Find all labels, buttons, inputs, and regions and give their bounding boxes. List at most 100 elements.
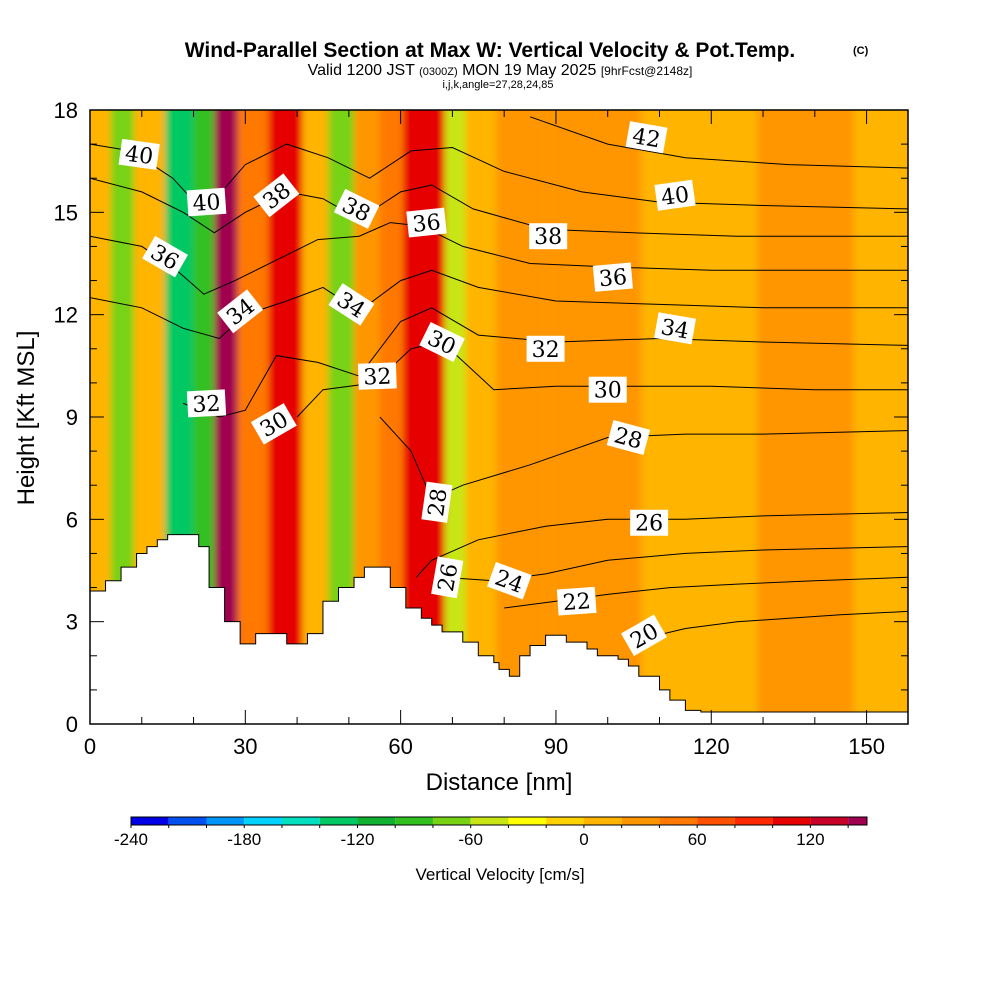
contour-label-box <box>406 207 447 238</box>
contour-label-box <box>630 509 669 536</box>
y-tick-label: 0 <box>66 712 78 737</box>
y-tick-label: 15 <box>54 200 78 225</box>
contour-label-box <box>588 376 627 403</box>
x-tick-label: 0 <box>84 734 96 759</box>
contour-label-box <box>186 187 227 217</box>
colorbar-swatch <box>357 817 396 825</box>
contour-label-text: 36 <box>411 210 441 238</box>
isentrope-40 <box>90 143 908 214</box>
contour-label-text: 34 <box>659 315 691 344</box>
colorbar-swatch <box>848 817 867 825</box>
subtitle-valid: Valid 1200 JST <box>308 62 416 79</box>
colorbar-swatch <box>470 817 509 825</box>
contour-label-text: 32 <box>363 365 392 391</box>
colorbar-swatch <box>697 817 735 825</box>
contour-label-box <box>421 481 453 523</box>
contour-label-text: 40 <box>123 142 154 171</box>
contour-label-box <box>654 312 696 345</box>
y-tick-label: 9 <box>66 405 78 430</box>
contour-label-22: 22 <box>556 586 597 616</box>
contour-label-box <box>529 223 568 250</box>
contour-label-box <box>487 562 532 600</box>
contour-label-text: 38 <box>534 225 562 250</box>
isentrope-28 <box>379 416 908 500</box>
y-tick-label: 12 <box>54 303 78 328</box>
velocity-column <box>496 110 549 724</box>
colorbar-frame <box>130 816 868 826</box>
velocity-column <box>548 110 642 724</box>
y-tick-label: 3 <box>66 610 78 635</box>
isentrope-42 <box>529 116 908 169</box>
colorbar-swatch <box>432 817 471 825</box>
chart-title: Wind-Parallel Section at Max W: Vertical… <box>185 39 796 62</box>
subtitle-forecast: [9hrFcst@2148z] <box>601 64 693 78</box>
chart-subtitle-indices: i,j,k,angle=27,28,24,85 <box>442 79 553 91</box>
velocity-column <box>757 110 854 724</box>
contour-label-box <box>556 586 597 616</box>
contour-label-box <box>186 389 227 418</box>
colorbar-swatch <box>244 817 282 825</box>
contour-label-text: 30 <box>594 379 622 404</box>
contour-label-40: 40 <box>654 179 696 211</box>
contour-label-box <box>431 556 464 599</box>
y-tick-label: 6 <box>66 507 78 532</box>
contour-label-36: 36 <box>406 207 447 238</box>
y-axis-label: Height [Kft MSL] <box>13 331 40 506</box>
contour-label-32: 32 <box>526 335 565 363</box>
contour-label-38: 38 <box>529 223 568 250</box>
contour-label-32: 32 <box>186 389 227 418</box>
isentrope-36 <box>90 222 908 295</box>
contour-label-box <box>526 335 565 362</box>
contour-label-box <box>654 179 696 211</box>
contour-label-42: 42 <box>625 121 668 154</box>
contour-label-text: 26 <box>635 512 663 537</box>
isentrope-30 <box>296 341 908 418</box>
colorbar-tick-label: -120 <box>340 830 374 849</box>
contour-label-30: 30 <box>588 376 627 404</box>
contour-label-32: 32 <box>357 362 397 391</box>
contour-label-box <box>250 403 297 445</box>
contour-label-40: 40 <box>118 138 160 171</box>
contour-label-34: 34 <box>654 312 696 345</box>
contour-label-box <box>419 321 465 362</box>
contour-label-box <box>625 121 668 154</box>
contour-label-24: 24 <box>487 562 532 600</box>
x-tick-label: 120 <box>693 734 730 759</box>
isentrope-22 <box>504 576 908 609</box>
contour-label-text: 32 <box>532 338 560 363</box>
contour-label-text: 28 <box>424 487 453 518</box>
colorbar-tick-label: -240 <box>114 830 148 849</box>
colorbar-swatch <box>583 817 622 825</box>
colorbar-swatch <box>131 817 169 825</box>
isentrope-20 <box>628 610 908 643</box>
y-tick-label: 18 <box>54 98 78 123</box>
contour-label-28: 28 <box>421 481 453 523</box>
contour-label-box <box>118 138 160 170</box>
subtitle-utc: (0300Z) <box>419 66 458 78</box>
chart-title-mark: (C) <box>853 45 869 57</box>
colorbar: -240 -180 -120 -60 0 60 120 <box>114 816 868 849</box>
colorbar-swatch <box>810 817 849 825</box>
contour-label-36: 36 <box>592 262 633 292</box>
colorbar-tick-label: 0 <box>579 830 588 849</box>
velocity-column <box>465 110 497 724</box>
colorbar-tick-label: 60 <box>688 830 707 849</box>
colorbar-swatch <box>508 817 547 825</box>
terrain-mask <box>90 534 908 724</box>
contour-label-text: 22 <box>562 589 592 616</box>
x-tick-label: 90 <box>544 734 568 759</box>
chart-subtitle: Valid 1200 JST (0300Z) MON 19 May 2025 [… <box>308 62 693 79</box>
x-tick-label: 30 <box>233 734 257 759</box>
colorbar-tick-label: -60 <box>458 830 483 849</box>
contour-label-text: 36 <box>598 265 628 292</box>
colorbar-tick-label: 120 <box>796 830 824 849</box>
colorbar-swatch <box>659 817 698 825</box>
colorbar-label: Vertical Velocity [cm/s] <box>415 865 584 884</box>
contour-label-box <box>333 188 380 229</box>
contour-label-26: 26 <box>630 509 669 537</box>
contour-label-box <box>357 362 397 390</box>
colorbar-swatch <box>206 817 245 825</box>
